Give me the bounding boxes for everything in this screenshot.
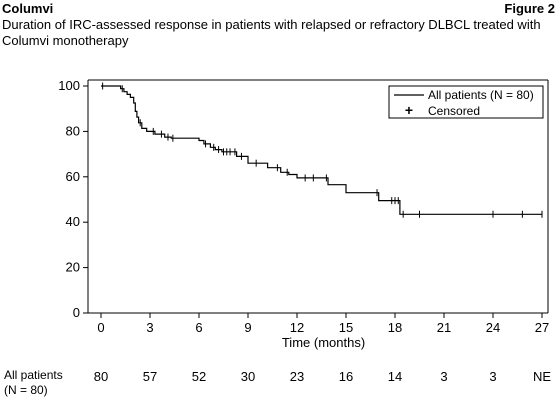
y-tick-label: 40 [66, 214, 80, 229]
chart-plot [101, 82, 543, 218]
legend-box [388, 85, 544, 119]
x-tick-label: 12 [290, 320, 304, 335]
y-tick-label: 100 [58, 78, 80, 93]
risk-count: 16 [339, 369, 353, 384]
x-tick-label: 6 [195, 320, 202, 335]
risk-count: NE [533, 369, 551, 384]
risk-count: 80 [94, 369, 108, 384]
risk-count: 14 [388, 369, 402, 384]
x-tick-label: 27 [535, 320, 549, 335]
chart-axes: 0 20 40 60 80 100 0 3 6 9 12 15 18 21 24 27 Time (months… [58, 78, 549, 350]
legend-censor-swatch: + [405, 102, 413, 118]
x-tick-label: 24 [486, 320, 500, 335]
legend-censor-label: Censored [428, 104, 480, 118]
x-tick-label: 21 [437, 320, 451, 335]
x-tick-label: 9 [244, 320, 251, 335]
y-tick-label: 20 [66, 260, 80, 275]
risk-count: 57 [143, 369, 157, 384]
x-tick-label: 15 [339, 320, 353, 335]
chart-subtitle: Duration of IRC-assessed response in pat… [2, 17, 541, 48]
x-tick-label: 18 [388, 320, 402, 335]
y-tick-label: 80 [66, 123, 80, 138]
legend-label: All patients (N = 80) [428, 88, 534, 102]
risk-count: 3 [489, 369, 496, 384]
product-name: Columvi [2, 1, 54, 16]
risk-count: 23 [290, 369, 304, 384]
risk-table-n: (N = 80) [4, 383, 48, 397]
x-tick-label: 0 [97, 320, 104, 335]
risk-count: 30 [241, 369, 255, 384]
y-tick-label: 0 [73, 305, 80, 320]
risk-count: 52 [192, 369, 206, 384]
survival-curve [101, 85, 542, 215]
x-tick-label: 3 [146, 320, 153, 335]
risk-count: 3 [440, 369, 447, 384]
x-axis-label: Time (months) [282, 335, 365, 350]
risk-table: 80 57 52 30 23 16 14 3 3 NE [94, 369, 552, 384]
chart-legend: All patients (N = 80) + Censored [388, 85, 544, 119]
y-tick-label: 60 [66, 169, 80, 184]
figure-label: Figure 2 [504, 1, 555, 16]
risk-table-label: All patients [4, 368, 63, 382]
